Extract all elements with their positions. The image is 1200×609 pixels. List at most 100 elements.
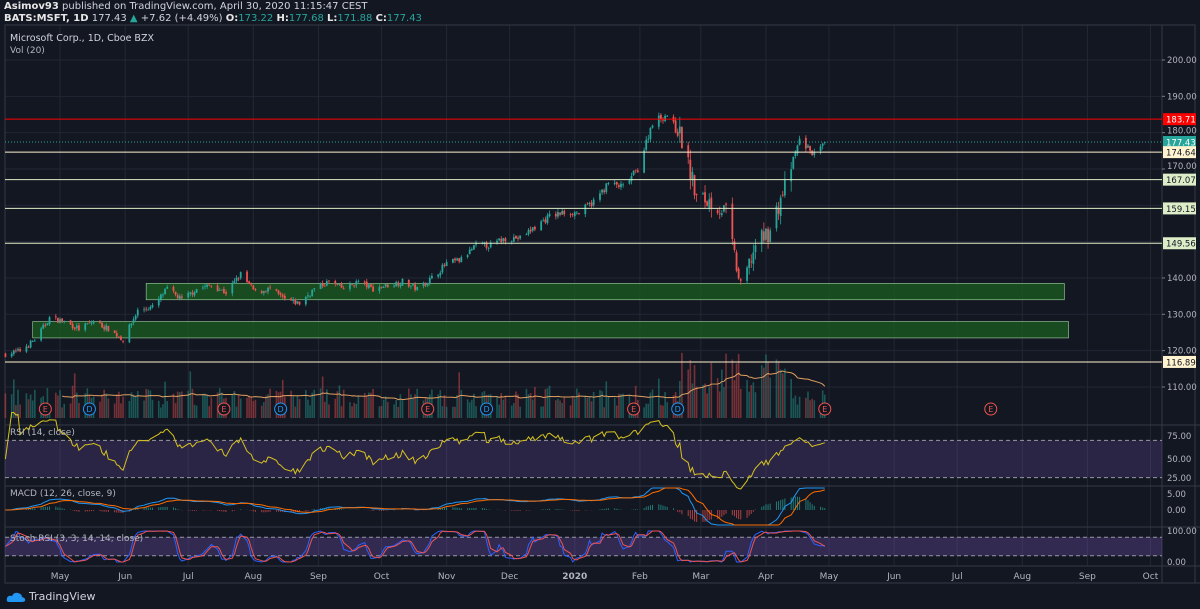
- candle: [399, 282, 402, 289]
- candle: [693, 174, 696, 200]
- candle-body: [33, 340, 36, 342]
- candle-body: [578, 213, 580, 215]
- candle-body: [821, 143, 824, 146]
- volume-bar: [721, 369, 723, 418]
- candle: [557, 208, 559, 219]
- candle: [231, 280, 234, 297]
- candle-body: [748, 258, 751, 268]
- candle-body: [25, 346, 28, 352]
- volume-bar: [784, 368, 786, 418]
- author-name[interactable]: Asimov93: [4, 1, 59, 12]
- candle-body: [10, 353, 13, 357]
- candle: [319, 282, 322, 290]
- candle: [46, 322, 49, 326]
- earnings-marker[interactable]: E: [818, 402, 832, 416]
- candle-body: [290, 298, 293, 301]
- volume-bar: [746, 380, 748, 418]
- candle-body: [460, 257, 463, 263]
- candle-body: [279, 293, 282, 295]
- earnings-marker[interactable]: E: [421, 402, 435, 416]
- macd-axis-label: 0.00: [1167, 506, 1186, 516]
- volume-bar: [471, 399, 473, 418]
- candle: [90, 320, 93, 326]
- dividend-marker[interactable]: D: [274, 402, 288, 416]
- candle: [246, 270, 248, 284]
- publish-info: Asimov93 published on TradingView.com, A…: [4, 1, 367, 13]
- candle-body: [370, 284, 372, 287]
- candle-body: [794, 152, 797, 157]
- candle: [649, 127, 652, 143]
- volume-bar: [615, 405, 618, 418]
- candle: [172, 285, 175, 294]
- candle-body: [557, 212, 559, 217]
- candle-body: [342, 288, 345, 290]
- volume-bar: [605, 381, 608, 418]
- volume-bar: [208, 406, 210, 418]
- candle: [338, 283, 341, 287]
- earnings-marker[interactable]: E: [217, 402, 231, 416]
- event-circle: [217, 402, 231, 416]
- volume-bar: [733, 380, 736, 418]
- candle: [164, 288, 166, 295]
- candle: [584, 203, 587, 218]
- candle-body: [393, 285, 395, 287]
- candle: [422, 281, 425, 289]
- candle-body: [674, 120, 677, 133]
- volume-bar: [4, 393, 7, 418]
- candle: [370, 284, 372, 288]
- candle: [380, 286, 383, 289]
- dividend-marker[interactable]: D: [480, 402, 494, 416]
- candle: [99, 320, 101, 324]
- event-letter: E: [631, 405, 636, 414]
- candle: [437, 274, 440, 279]
- candle: [762, 222, 765, 244]
- volume-bar: [365, 396, 368, 418]
- volume-bar: [237, 395, 240, 418]
- dividend-marker[interactable]: D: [82, 402, 96, 416]
- candle-body: [27, 346, 30, 348]
- candle-body: [378, 287, 381, 291]
- volume-bar: [735, 363, 738, 418]
- candle-body: [159, 294, 162, 300]
- stoch-axis-label: 0.00: [1167, 558, 1186, 568]
- candle: [103, 324, 106, 332]
- dividend-marker[interactable]: D: [671, 402, 685, 416]
- candle: [113, 330, 116, 334]
- volume-bar: [571, 397, 574, 418]
- volume-bar: [338, 385, 341, 418]
- candle: [342, 285, 345, 290]
- candle: [527, 228, 530, 237]
- candle: [336, 283, 339, 286]
- volume-bar: [145, 388, 147, 418]
- candle: [304, 295, 307, 307]
- candle-body: [267, 287, 269, 292]
- candle: [292, 296, 295, 304]
- tradingview-logo[interactable]: TradingView: [6, 590, 95, 603]
- volume-bar: [118, 391, 120, 418]
- candle: [311, 289, 314, 297]
- volume-bar: [458, 372, 461, 418]
- candle: [617, 183, 620, 189]
- price-tick-label: 120.00: [1167, 347, 1197, 357]
- candle: [115, 330, 118, 338]
- volume-bar: [151, 399, 154, 418]
- candle-body: [445, 262, 448, 267]
- volume-bar: [544, 389, 547, 418]
- earnings-marker[interactable]: E: [627, 402, 641, 416]
- candle: [71, 321, 74, 331]
- volume-bar: [239, 398, 242, 418]
- volume-bar: [71, 385, 74, 418]
- volume-bar: [431, 389, 433, 418]
- earnings-marker[interactable]: E: [984, 402, 998, 416]
- candle-body: [695, 193, 698, 195]
- earnings-marker[interactable]: E: [38, 402, 52, 416]
- candle-body: [363, 281, 366, 283]
- candle-body: [122, 340, 124, 342]
- candle: [485, 240, 488, 251]
- candle-body: [353, 285, 356, 287]
- symbol-info: BATS:MSFT, 1D 177.43 ▲ +7.62 (+4.49%) O:…: [4, 13, 422, 25]
- candle-body: [512, 237, 515, 242]
- candle: [458, 257, 461, 264]
- candle-body: [456, 258, 459, 261]
